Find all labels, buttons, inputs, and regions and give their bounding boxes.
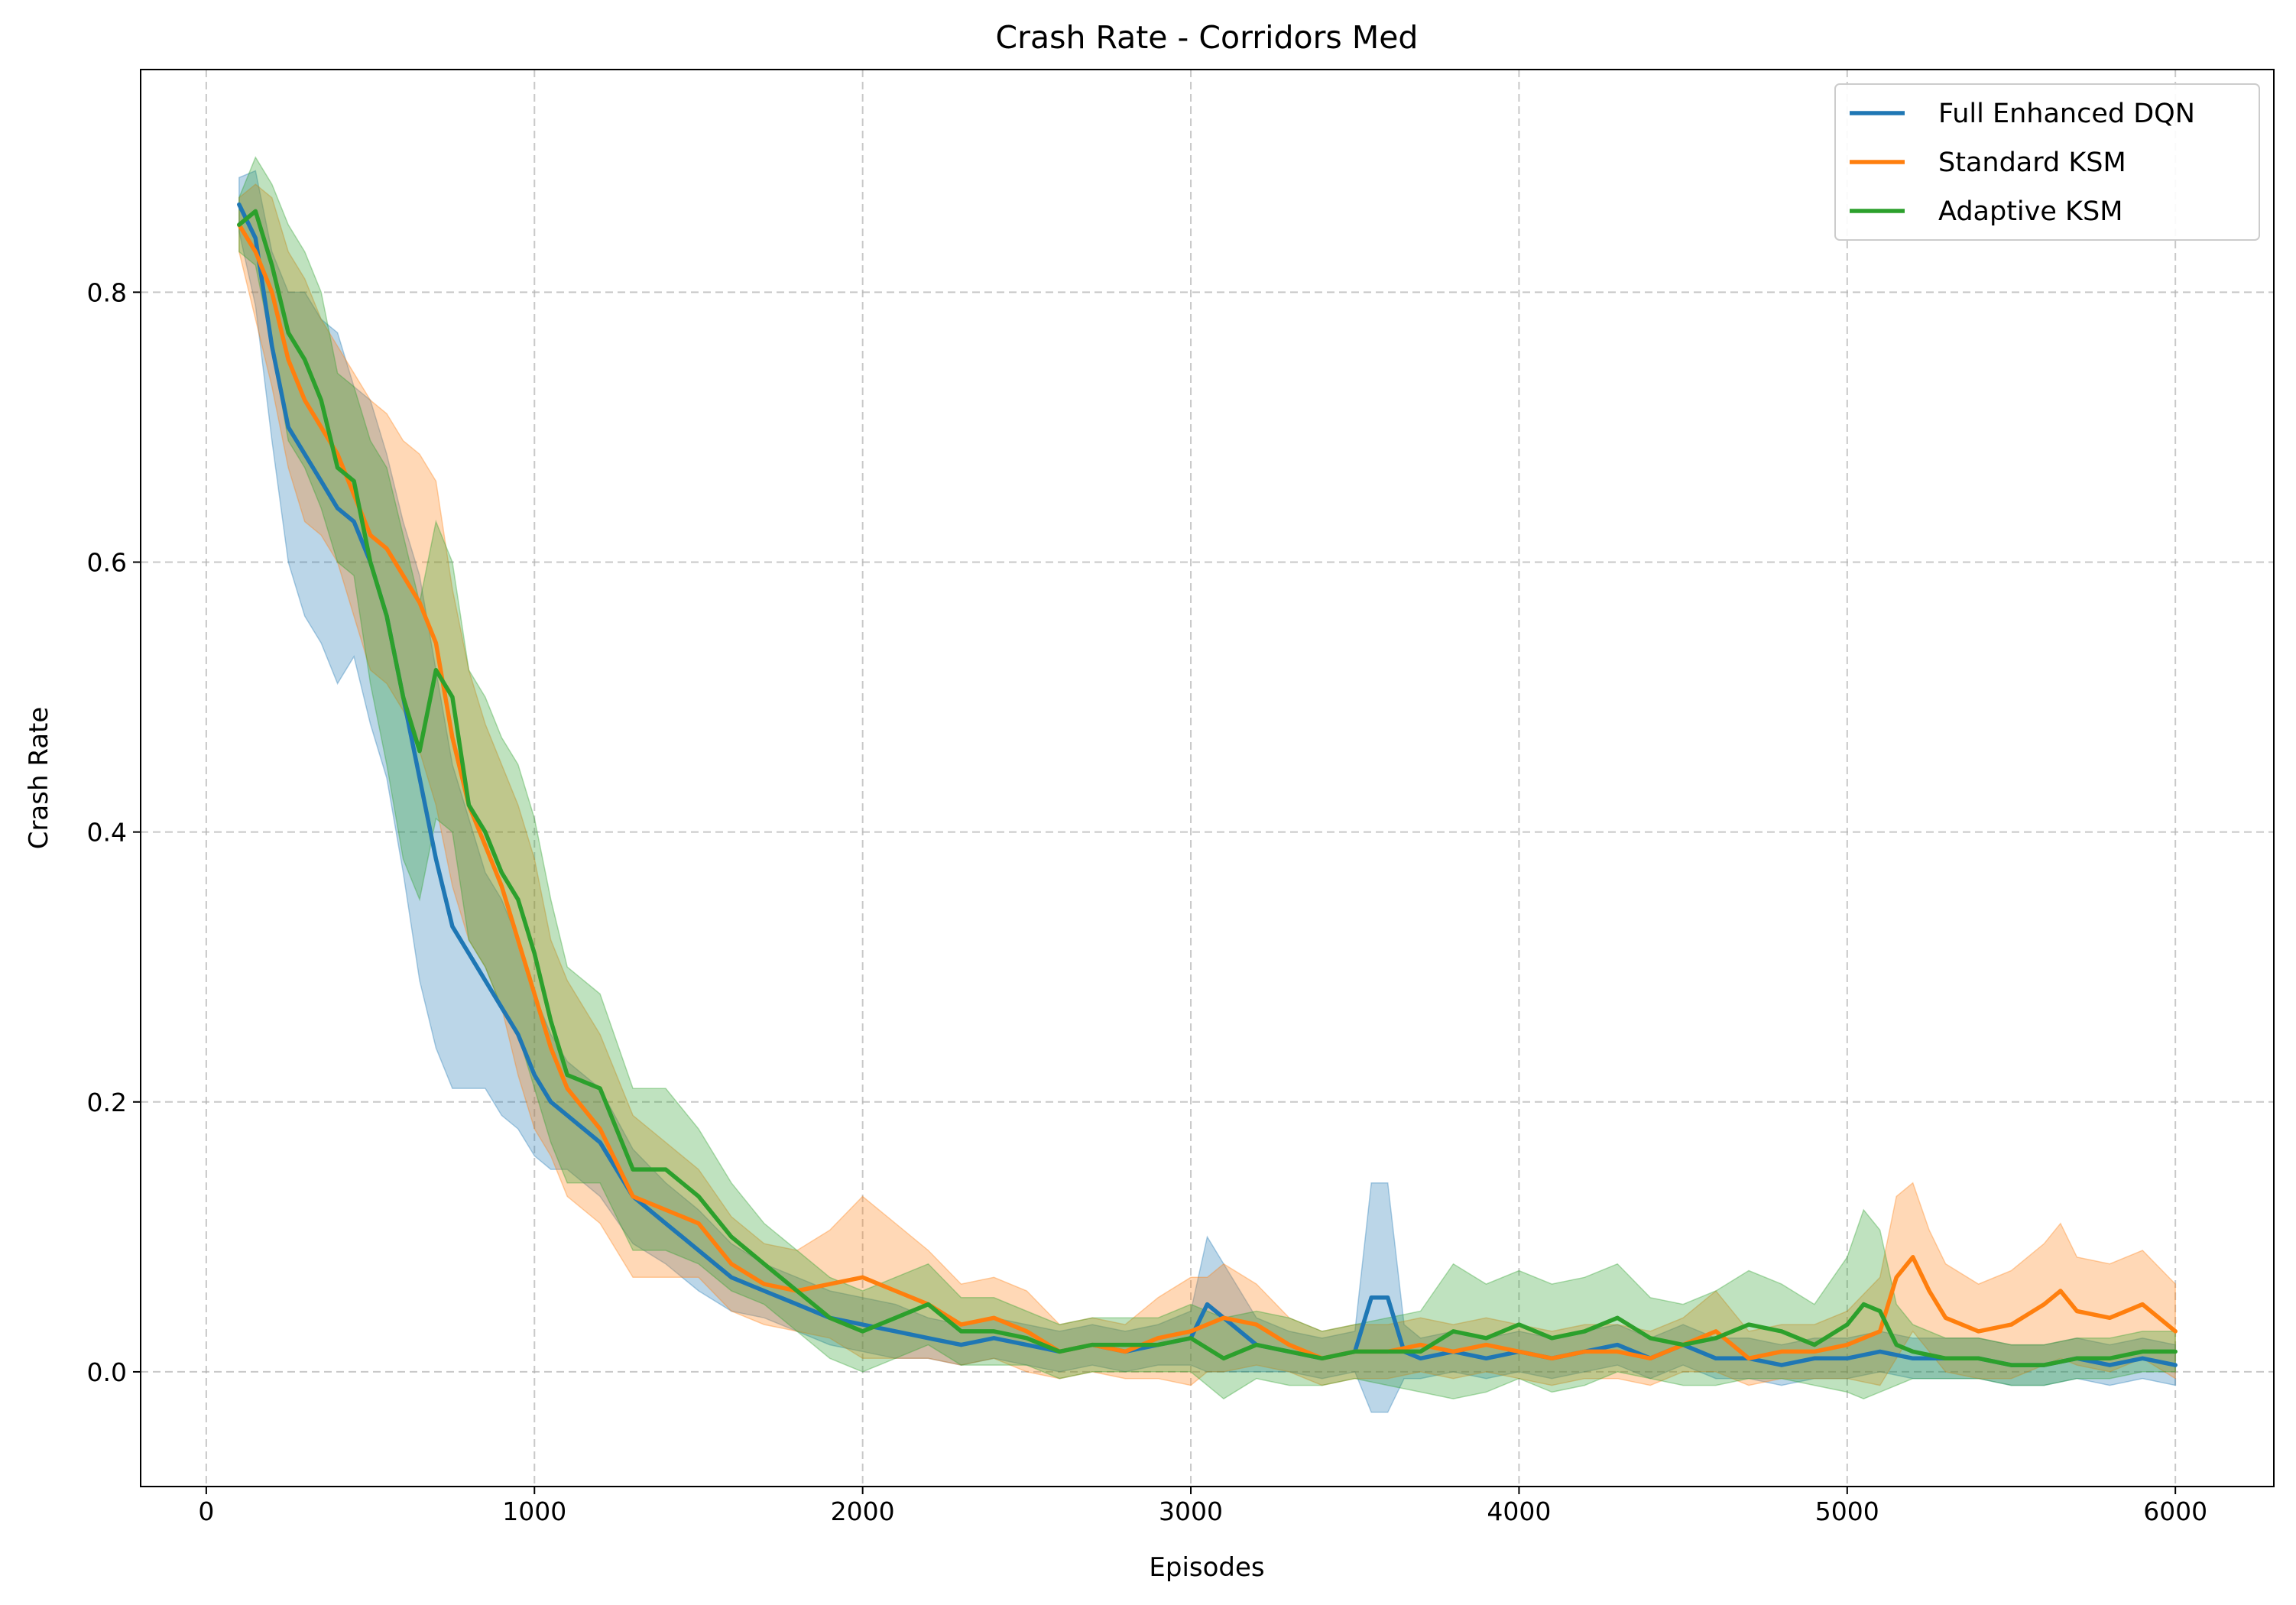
- chart-title: Crash Rate - Corridors Med: [996, 19, 1419, 56]
- x-tick-label: 6000: [2143, 1496, 2207, 1526]
- legend: Full Enhanced DQN Standard KSM Adaptive KS…: [1834, 83, 2260, 241]
- y-axis-ticks: 0.0 0.2 0.4 0.6 0.8: [87, 277, 141, 1387]
- x-tick-label: 4000: [1487, 1496, 1551, 1526]
- x-tick-label: 1000: [502, 1496, 566, 1526]
- y-axis-title: Crash Rate: [24, 707, 54, 850]
- adaptive-ksm-line: [237, 209, 2178, 1367]
- legend-label-full-enhanced-dqn: Full Enhanced DQN: [1938, 99, 2195, 129]
- adaptive-ksm-band: [238, 156, 2176, 1400]
- grid-lines: [141, 70, 2274, 1487]
- plot-area-frame: [140, 69, 2275, 1487]
- x-axis-title: Episodes: [1149, 1552, 1264, 1583]
- x-tick-label: 3000: [1159, 1496, 1223, 1526]
- legend-label-standard-ksm: Standard KSM: [1938, 148, 2126, 178]
- y-tick-label: 0.6: [87, 547, 127, 577]
- series-lines: [237, 202, 2178, 1367]
- full-enhanced-dqn-band: [238, 170, 2176, 1413]
- y-tick-label: 0.0: [87, 1357, 127, 1387]
- y-tick-label: 0.4: [87, 818, 127, 848]
- std-bands: [238, 156, 2176, 1413]
- standard-ksm-band: [238, 183, 2176, 1386]
- x-tick-label: 5000: [1815, 1496, 1879, 1526]
- legend-box: [1834, 83, 2260, 241]
- standard-ksm-line: [237, 222, 2178, 1361]
- legend-label-adaptive-ksm: Adaptive KSM: [1938, 196, 2123, 227]
- y-tick-label: 0.2: [87, 1088, 127, 1117]
- y-tick-label: 0.8: [87, 277, 127, 307]
- x-tick-label: 2000: [831, 1496, 895, 1526]
- x-axis-ticks: 0 1000 2000 3000 4000 5000 6000: [198, 1487, 2207, 1526]
- x-tick-label: 0: [198, 1496, 214, 1526]
